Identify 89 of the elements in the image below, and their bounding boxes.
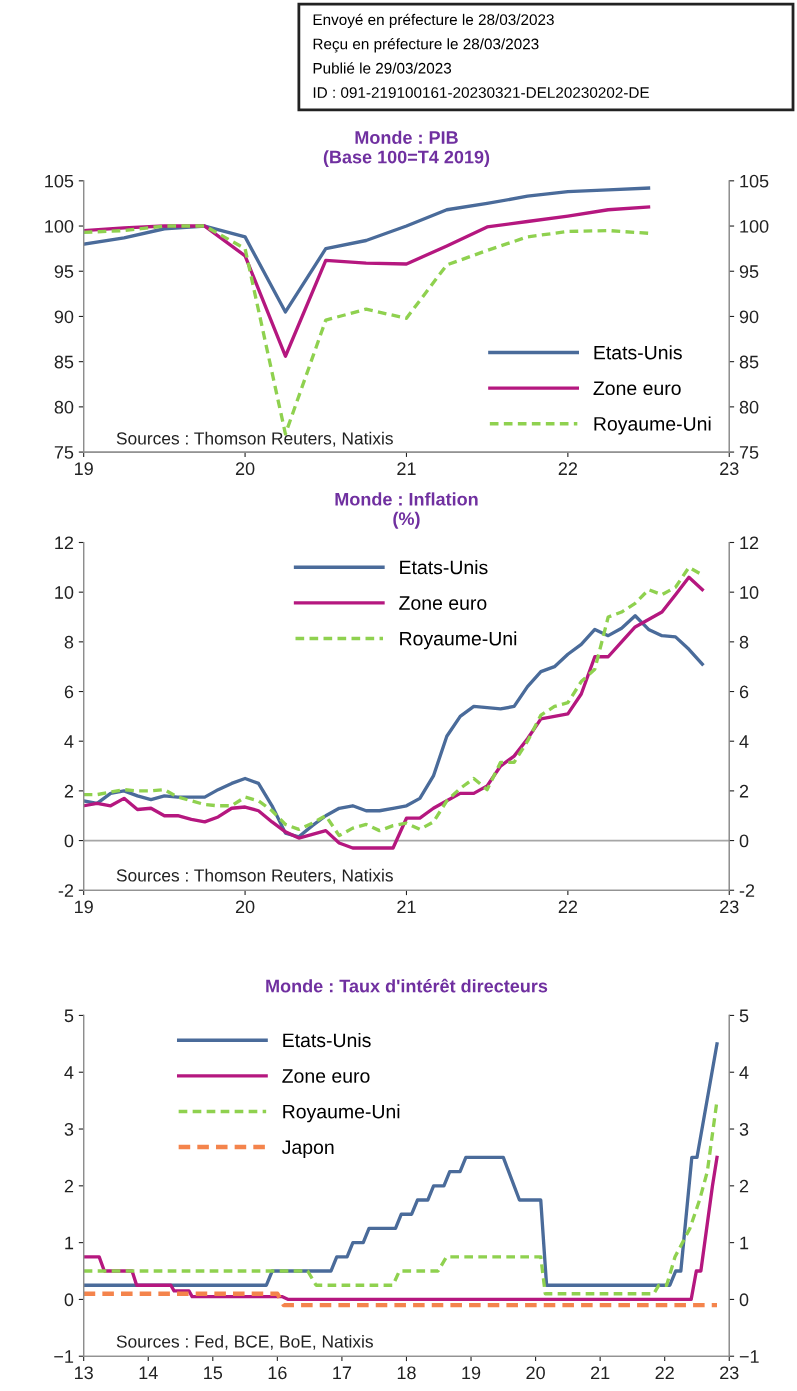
y2-tick-label: 1 (740, 1236, 749, 1250)
y-tick-label: 2 (64, 1179, 74, 1193)
y2-tick-label: 2 (739, 1179, 749, 1193)
legend-label: Etats-Unis (283, 1032, 371, 1048)
y2-tick-label: 85 (739, 355, 759, 369)
legend-label: Zone euro (399, 596, 487, 610)
text: ID : 091-219100161-20230321-DEL20230202-DE (313, 87, 649, 98)
y-tick-label: -2 (58, 884, 74, 897)
y2-tick-label: -2 (739, 884, 755, 897)
y-tick-label: 1 (65, 1236, 74, 1250)
annotation: Sources : Thomson Reuters, Natixis (116, 431, 393, 447)
y2-tick-label: 75 (739, 446, 759, 459)
y2-tick-label: 8 (739, 635, 749, 649)
y-tick-label: 5 (64, 1009, 74, 1023)
x-tick-label: 23 (720, 900, 739, 914)
y2-tick-label: 10 (740, 586, 759, 599)
x-tick-label: 20 (526, 1366, 545, 1380)
y2-tick-label: 5 (739, 1009, 749, 1023)
x-tick-label: 21 (397, 462, 416, 475)
y2-tick-label: 6 (739, 685, 749, 699)
x-tick-label: 19 (75, 462, 93, 476)
y-tick-label: 12 (55, 536, 74, 550)
y2-tick-label: 95 (739, 265, 759, 278)
x-tick-label: 14 (139, 1366, 158, 1380)
x-tick-label: 13 (75, 1366, 93, 1380)
annotation: Sources : Fed, BCE, BoE, Natixis (116, 1334, 373, 1350)
legend-label: Etats-Unis (400, 559, 488, 575)
y-tick-label: 80 (54, 400, 74, 414)
x-tick-label: 22 (558, 462, 577, 475)
x-tick-label: 23 (720, 1366, 739, 1380)
y2-tick-label: 12 (740, 536, 759, 550)
x-tick-label: 19 (462, 1366, 481, 1380)
x-tick-label: 18 (397, 1366, 416, 1380)
legend-label: Japon (282, 1140, 334, 1158)
y-tick-label: −1 (54, 1350, 74, 1363)
y2-tick-label: 3 (739, 1122, 749, 1136)
y-tick-label: 0 (64, 834, 74, 848)
x-tick-label: 19 (75, 900, 93, 914)
y2-tick-label: 4 (739, 735, 749, 748)
text: Reçu en préfecture le 28/03/2023 (313, 37, 539, 53)
y2-tick-label: 0 (739, 1293, 749, 1307)
y-tick-label: 8 (64, 635, 74, 649)
x-tick-label: 16 (268, 1366, 287, 1380)
y-tick-label: 2 (64, 784, 74, 798)
legend-label: Etats-Unis (594, 345, 682, 360)
chart-subtitle: (%) (393, 511, 420, 529)
y-tick-label: 90 (54, 310, 74, 324)
x-tick-label: 23 (720, 462, 739, 476)
y2-tick-label: 4 (739, 1066, 749, 1079)
text: Publié le 29/03/2023 (313, 62, 452, 74)
x-tick-label: 22 (655, 1366, 674, 1380)
y-tick-label: 4 (64, 735, 74, 748)
y-tick-label: 75 (54, 446, 74, 459)
chart-title: Monde : Inflation (335, 492, 478, 506)
chart-title: Monde : Taux d'intérêt directeurs (266, 978, 548, 993)
y2-tick-label: 90 (739, 310, 759, 324)
x-tick-label: 22 (558, 900, 577, 914)
y-tick-label: 3 (64, 1122, 74, 1136)
y2-tick-label: 105 (740, 174, 769, 188)
text: Envoyé en préfecture le 28/03/2023 (313, 13, 554, 29)
y2-tick-label: 80 (739, 400, 759, 414)
x-tick-label: 15 (204, 1366, 223, 1380)
y2-tick-label: 0 (739, 834, 749, 848)
legend-label: Royaume-Uni (594, 416, 711, 435)
x-tick-label: 20 (235, 900, 255, 914)
legend-label: Royaume-Uni (400, 631, 517, 650)
x-tick-label: 21 (591, 1366, 610, 1380)
y2-tick-label: −1 (739, 1350, 759, 1363)
x-tick-label: 20 (235, 462, 255, 476)
annotation: Sources : Thomson Reuters, Natixis (116, 868, 393, 884)
y-tick-label: 95 (54, 265, 74, 278)
y-tick-label: 0 (64, 1293, 74, 1307)
line-series (83, 186, 651, 314)
y-tick-label: 10 (55, 586, 74, 599)
y-tick-label: 6 (64, 685, 74, 699)
x-tick-label: 21 (397, 900, 416, 914)
y-tick-label: 4 (64, 1066, 74, 1079)
x-tick-label: 17 (333, 1366, 352, 1380)
legend-label: Royaume-Uni (283, 1104, 400, 1123)
legend-label: Zone euro (282, 1069, 370, 1083)
legend-label: Zone euro (593, 381, 681, 396)
y-tick-label: 85 (54, 355, 74, 369)
chart-title: Monde : PIB (355, 130, 458, 144)
y2-tick-label: 2 (739, 784, 749, 798)
y-tick-label: 105 (45, 174, 74, 188)
y-tick-label: 100 (45, 219, 74, 233)
y2-tick-label: 100 (740, 219, 769, 233)
line-series (83, 614, 704, 839)
chart-subtitle: (Base 100=T4 2019) (323, 150, 490, 167)
